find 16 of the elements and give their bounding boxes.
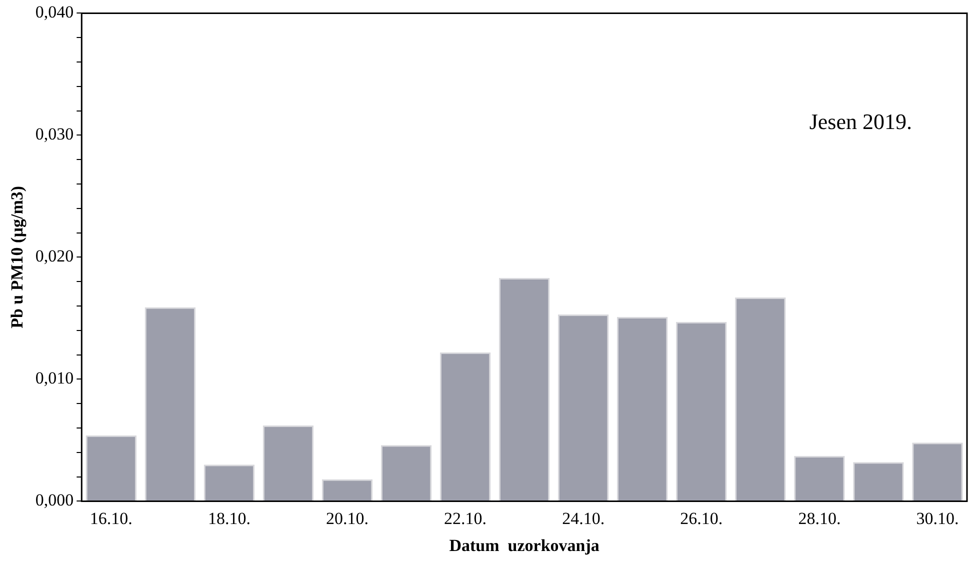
y-tick-label: 0,030 bbox=[35, 124, 74, 144]
x-tick-label: 20.10. bbox=[326, 508, 369, 528]
annotation: Jesen 2019. bbox=[809, 108, 912, 134]
x-tick-label: 26.10. bbox=[680, 508, 723, 528]
x-tick-label: 22.10. bbox=[444, 508, 487, 528]
x-tick-label: 30.10. bbox=[916, 508, 959, 528]
x-tick-label: 16.10. bbox=[90, 508, 132, 528]
x-tick-label: 24.10. bbox=[562, 508, 605, 528]
x-tick-label: 28.10. bbox=[798, 508, 841, 528]
y-tick-label: 0,000 bbox=[35, 490, 74, 510]
y-tick-label: 0,010 bbox=[35, 368, 74, 388]
x-axis-title: Datum uzorkovanja bbox=[449, 536, 600, 556]
x-tick-label: 18.10. bbox=[208, 508, 250, 528]
y-tick-label: 0,040 bbox=[35, 2, 74, 22]
y-axis-title: Pb u PM10 (µg/m3) bbox=[8, 186, 27, 328]
y-tick-label: 0,020 bbox=[35, 246, 74, 266]
